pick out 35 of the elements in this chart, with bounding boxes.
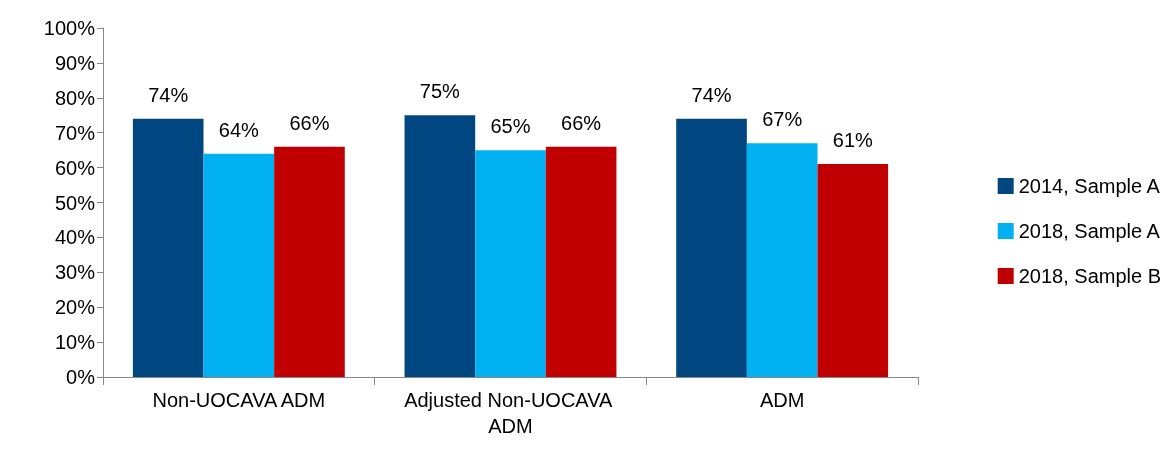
y-tick-label: 50% [54,191,96,214]
data-label: 66% [289,111,330,134]
bar [132,118,204,377]
y-tick-label: 0% [66,366,96,388]
x-tick-label: Non-UOCAVA ADM [152,389,326,411]
data-label: 61% [832,129,874,152]
data-label: 74% [691,83,732,106]
y-tick-label: 10% [54,331,96,354]
bar [817,164,889,377]
bar [475,150,546,377]
y-tick-label: 20% [54,296,96,319]
y-tick-label: 40% [54,226,96,249]
bar [274,146,345,377]
y-tick-label: 60% [54,156,96,179]
bar [676,118,747,377]
y-tick-label: 30% [54,261,96,284]
y-tick-label: 70% [54,121,96,144]
data-label: 64% [218,118,260,141]
bar [404,115,476,377]
legend-label: 2014, Sample A [1018,175,1161,197]
bar [545,146,617,377]
bar [203,153,275,377]
data-label: 66% [561,111,602,134]
data-label: 74% [148,83,189,106]
data-label: 65% [490,115,531,138]
y-tick-label: 90% [54,51,96,74]
legend-label: 2018, Sample A [1018,220,1161,242]
x-tick-label: ADM [759,389,805,411]
x-tick-label: Adjusted Non-UOCAVA ADM [404,389,617,437]
legend-label: 2018, Sample B [1018,265,1162,287]
y-tick-label: 80% [54,86,96,109]
data-label: 75% [419,80,461,103]
bar [746,143,818,377]
data-label: 67% [762,108,803,131]
y-tick-label: 100% [43,17,96,39]
